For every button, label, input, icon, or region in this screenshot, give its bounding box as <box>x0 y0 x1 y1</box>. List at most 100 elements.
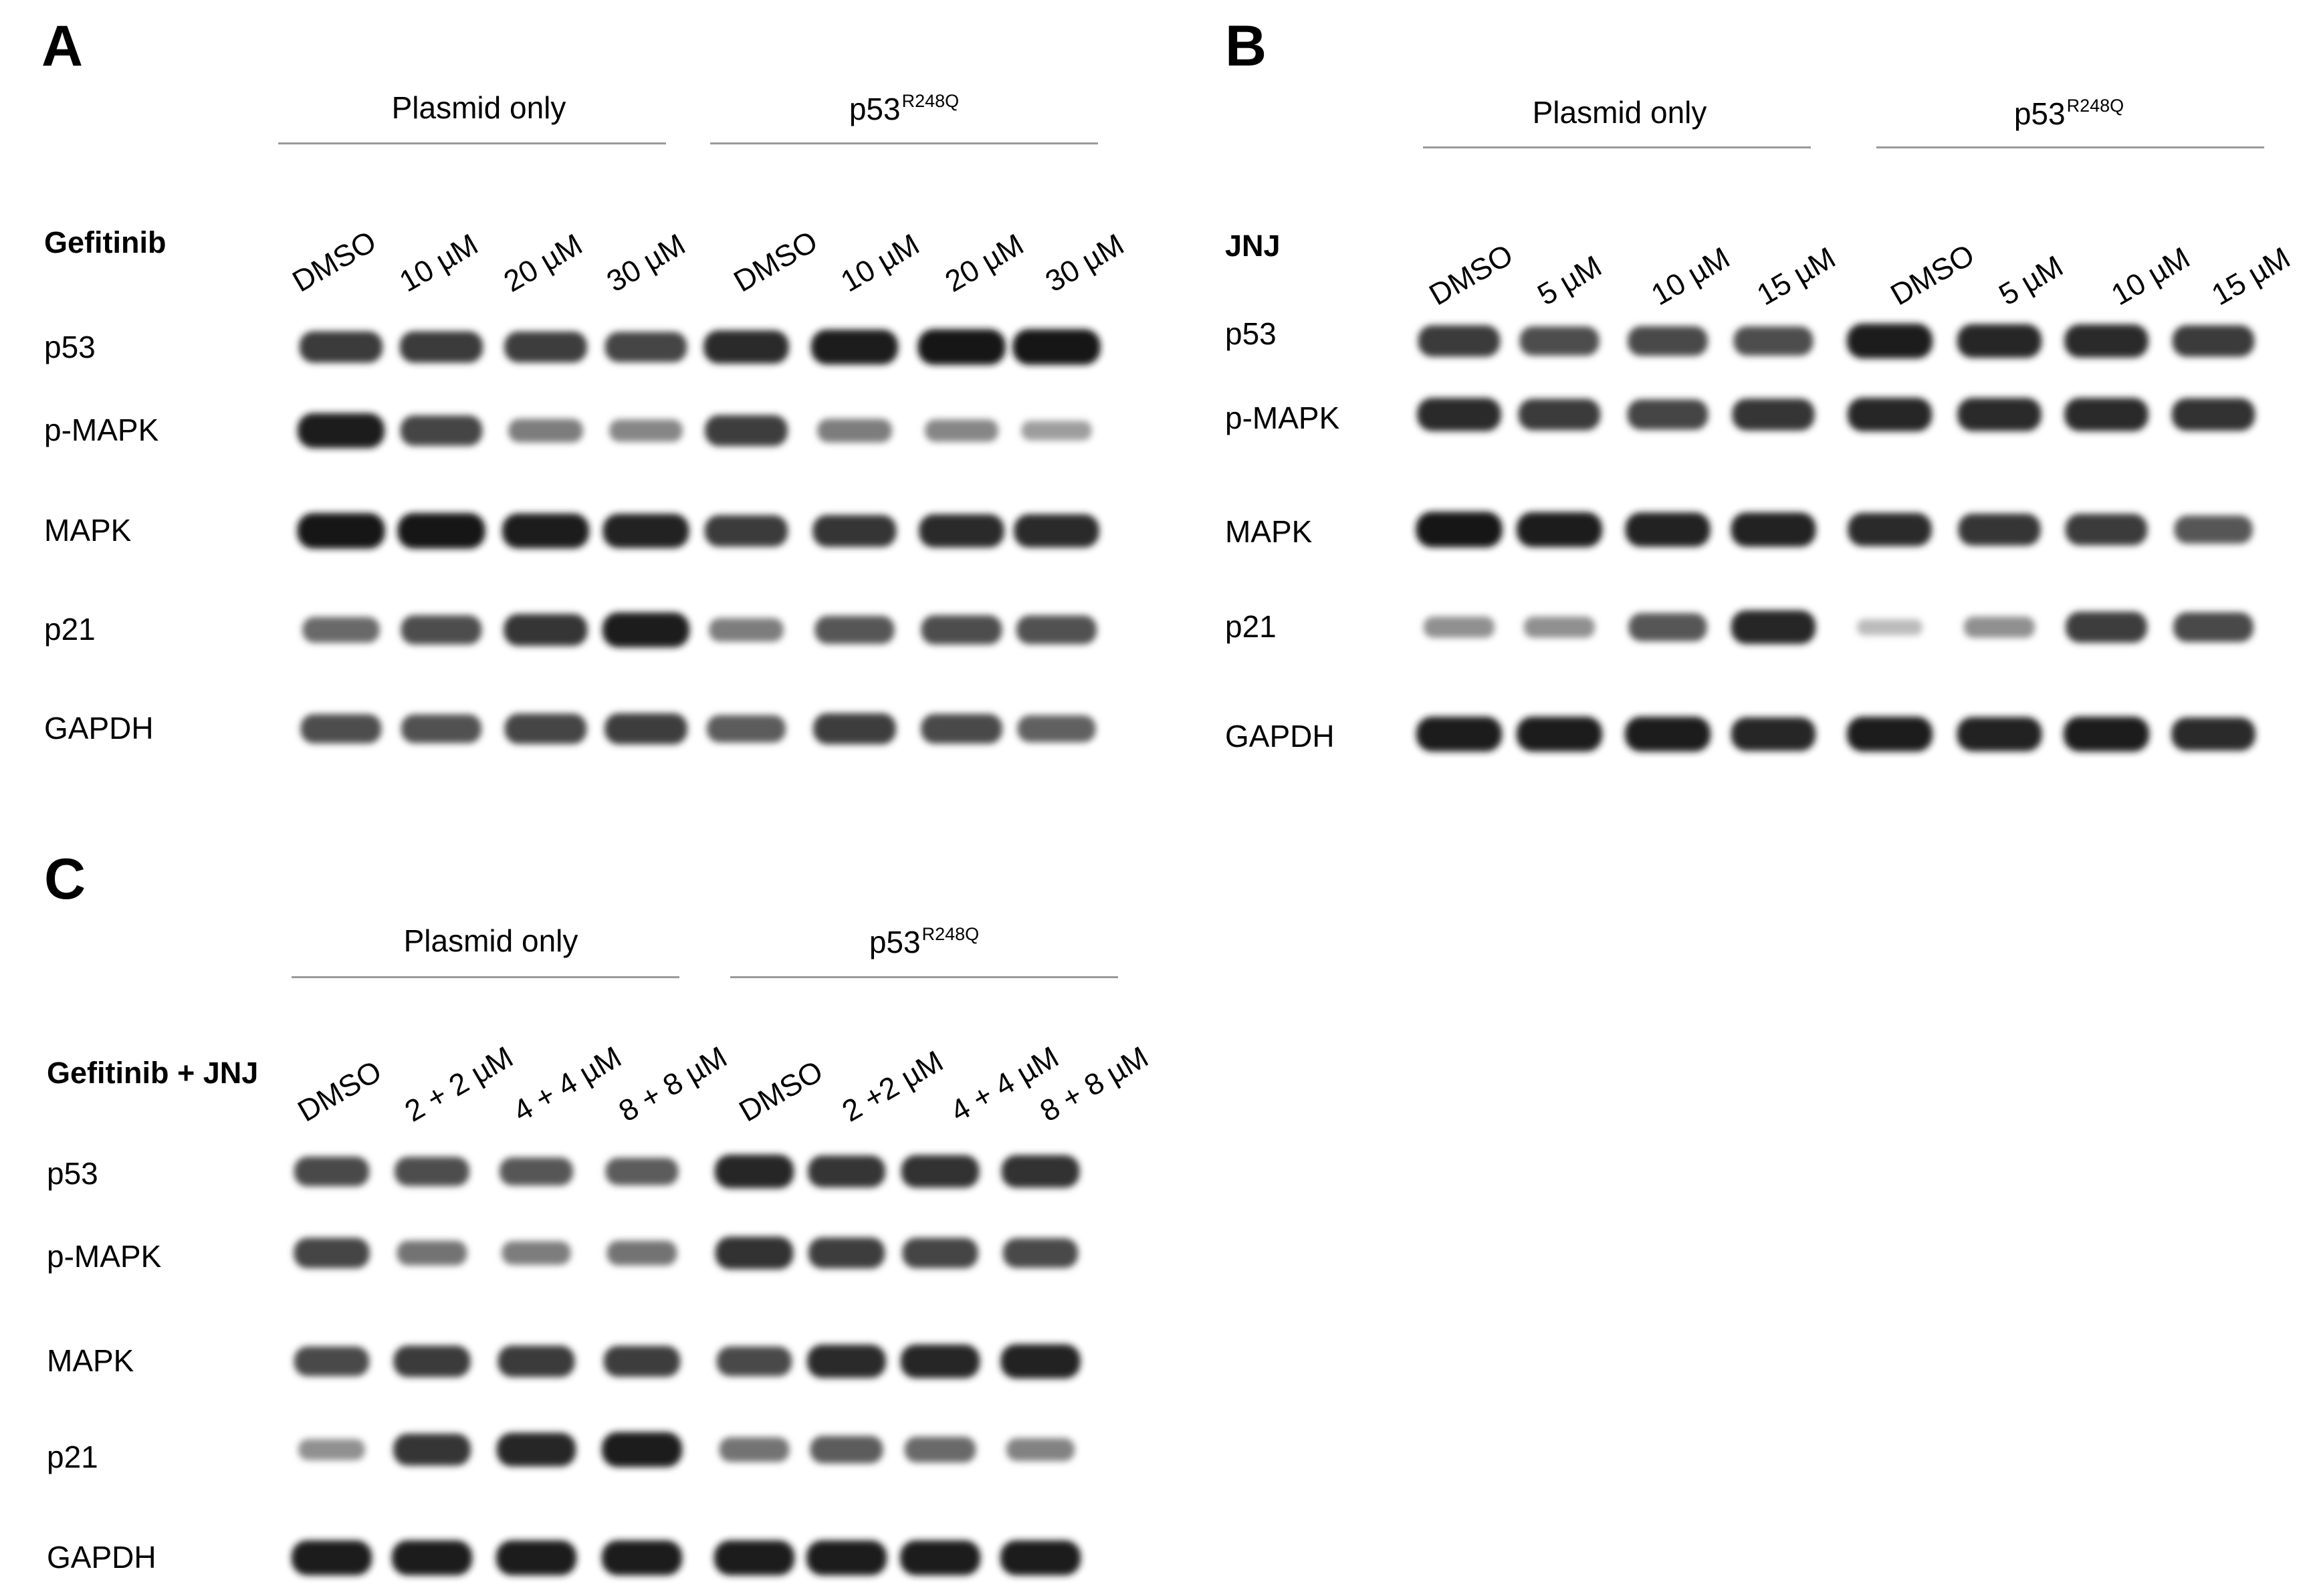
band-a-p21-lane-8 <box>1016 615 1097 645</box>
row-label: p21 <box>1225 609 1277 644</box>
band-c-mapk-lane-8 <box>1000 1344 1081 1379</box>
group-divider <box>730 976 1118 978</box>
band-c-mapk-lane-1 <box>294 1346 370 1377</box>
band-a-p53-lane-7 <box>917 329 1006 365</box>
band-c-p53-lane-6 <box>808 1155 885 1187</box>
row-label: MAPK <box>44 513 132 548</box>
group-label-mutant: p53R248Q <box>2013 96 2124 131</box>
band-c-gapdh-lane-5 <box>714 1540 795 1576</box>
row-label: MAPK <box>1225 514 1313 549</box>
band-c-p53-lane-5 <box>714 1154 794 1189</box>
band-a-gapdh-lane-7 <box>921 713 1002 744</box>
band-b-gapdh-lane-7 <box>2063 716 2150 752</box>
group-label-mutant: p53R248Q <box>849 91 960 126</box>
band-b-gapdh-lane-2 <box>1516 716 1603 752</box>
band-b-p-mapk-lane-8 <box>2171 398 2256 431</box>
row-label: p53 <box>1225 316 1277 351</box>
band-b-p21-lane-4 <box>1731 610 1816 645</box>
band-a-mapk-lane-1 <box>297 513 385 549</box>
band-c-gapdh-lane-1 <box>291 1540 372 1576</box>
band-a-p-mapk-lane-3 <box>508 419 583 443</box>
band-c-p21-lane-1 <box>298 1439 365 1460</box>
band-b-p21-lane-3 <box>1628 613 1707 642</box>
band-a-mapk-lane-4 <box>602 514 689 548</box>
band-c-mapk-lane-7 <box>900 1344 980 1379</box>
band-a-mapk-lane-2 <box>397 513 485 549</box>
group-label-mutant: p53R248Q <box>869 924 980 959</box>
band-a-mapk-lane-7 <box>919 514 1004 548</box>
band-c-gapdh-lane-4 <box>601 1540 683 1576</box>
band-b-p21-lane-5 <box>1857 619 1923 636</box>
band-b-p-mapk-lane-7 <box>2064 398 2149 431</box>
band-b-p53-lane-8 <box>2172 325 2255 357</box>
band-b-gapdh-lane-5 <box>1846 716 1933 752</box>
band-c-p21-lane-7 <box>904 1436 976 1463</box>
band-a-gapdh-lane-1 <box>300 714 382 744</box>
band-b-gapdh-lane-6 <box>1957 717 2042 752</box>
band-a-mapk-lane-3 <box>502 513 590 549</box>
band-a-mapk-lane-8 <box>1014 514 1099 548</box>
band-b-mapk-lane-6 <box>1958 514 2041 546</box>
band-b-mapk-lane-1 <box>1416 511 1503 548</box>
band-a-p53-lane-2 <box>399 331 483 363</box>
band-c-mapk-lane-3 <box>498 1345 575 1377</box>
band-a-p-mapk-lane-6 <box>817 419 892 443</box>
band-b-p-mapk-lane-6 <box>1957 398 2042 431</box>
band-a-p53-lane-3 <box>504 331 587 363</box>
band-b-p-mapk-lane-4 <box>1732 398 1815 431</box>
band-a-p21-lane-3 <box>504 614 588 646</box>
band-c-p53-lane-3 <box>500 1157 573 1186</box>
band-c-p21-lane-2 <box>393 1434 471 1466</box>
group-divider <box>1876 146 2264 148</box>
row-label: GAPDH <box>47 1540 156 1575</box>
group-divider <box>292 976 679 978</box>
band-a-gapdh-lane-3 <box>504 713 587 744</box>
band-b-mapk-lane-8 <box>2174 516 2253 544</box>
band-b-p53-lane-1 <box>1418 325 1501 357</box>
band-c-p53-lane-1 <box>294 1156 370 1187</box>
band-c-mapk-lane-6 <box>807 1345 886 1378</box>
band-b-p-mapk-lane-5 <box>1847 397 1933 432</box>
panel-letter: A <box>41 14 84 78</box>
row-label: MAPK <box>47 1343 134 1378</box>
band-b-mapk-lane-7 <box>2065 514 2148 546</box>
group-label-plasmid: Plasmid only <box>391 90 566 125</box>
band-a-p53-lane-8 <box>1012 329 1101 365</box>
row-label: p21 <box>44 612 96 647</box>
band-a-p53-lane-6 <box>810 329 899 365</box>
panel-letter: C <box>44 847 86 911</box>
band-c-gapdh-lane-2 <box>391 1540 473 1576</box>
band-a-p21-lane-2 <box>401 615 482 645</box>
band-b-mapk-lane-2 <box>1516 511 1603 548</box>
band-b-p53-lane-5 <box>1846 323 1933 359</box>
group-divider <box>710 142 1098 144</box>
treatment-label: Gefitinib <box>44 225 167 259</box>
band-c-mapk-lane-5 <box>716 1346 792 1377</box>
band-c-p21-lane-8 <box>1006 1438 1075 1462</box>
band-b-p53-lane-7 <box>2064 324 2149 358</box>
band-a-gapdh-lane-8 <box>1017 715 1096 743</box>
band-c-p-mapk-lane-1 <box>294 1238 370 1268</box>
row-label: p-MAPK <box>1225 401 1340 435</box>
band-a-p21-lane-5 <box>709 618 784 642</box>
band-a-gapdh-lane-2 <box>401 714 482 744</box>
group-divider <box>278 142 666 144</box>
treatment-label: Gefitinib + JNJ <box>47 1056 259 1090</box>
band-b-p-mapk-lane-3 <box>1627 399 1709 430</box>
band-a-p-mapk-lane-8 <box>1021 421 1092 441</box>
band-c-mapk-lane-4 <box>603 1345 681 1377</box>
band-c-p-mapk-lane-5 <box>715 1236 794 1270</box>
panel-letter: B <box>1225 14 1267 78</box>
band-a-p-mapk-lane-2 <box>400 415 483 446</box>
band-c-p21-lane-4 <box>601 1432 683 1468</box>
band-a-p21-lane-1 <box>302 616 380 643</box>
band-c-mapk-lane-2 <box>393 1345 471 1377</box>
band-c-p-mapk-lane-2 <box>397 1240 467 1266</box>
band-a-p-mapk-lane-7 <box>925 419 998 442</box>
band-b-p21-lane-6 <box>1963 616 2036 638</box>
band-a-gapdh-lane-4 <box>605 713 687 745</box>
band-a-mapk-lane-5 <box>704 515 788 547</box>
band-c-p21-lane-5 <box>719 1437 790 1462</box>
band-c-gapdh-lane-3 <box>496 1540 577 1576</box>
band-c-gapdh-lane-6 <box>806 1540 887 1576</box>
